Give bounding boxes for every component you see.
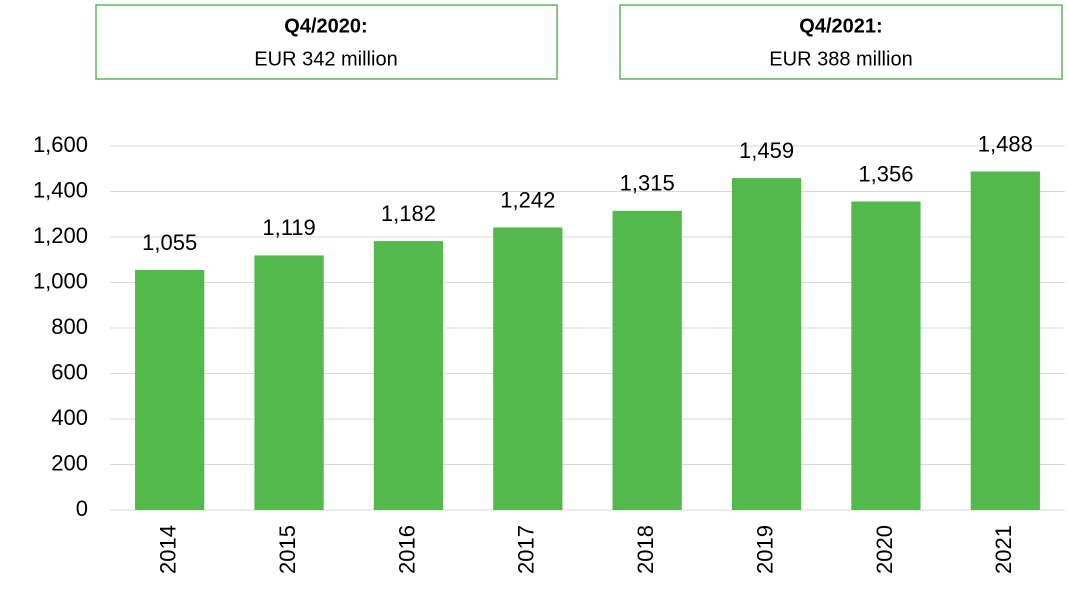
y-tick-label: 1,000 xyxy=(33,268,88,293)
annotation-text: EUR 342 million xyxy=(254,48,397,70)
x-tick-label: 2020 xyxy=(872,525,897,574)
annotation-title: Q4/2020: xyxy=(284,15,367,37)
bar xyxy=(731,178,802,510)
x-tick-label: 2015 xyxy=(275,525,300,574)
data-label: 1,055 xyxy=(142,230,197,255)
data-label: 1,488 xyxy=(978,131,1033,156)
x-tick-label: 2014 xyxy=(156,525,181,574)
y-tick-label: 600 xyxy=(51,359,88,384)
annotation-box xyxy=(95,4,558,80)
y-tick-label: 1,200 xyxy=(33,223,88,248)
y-tick-label: 1,400 xyxy=(33,177,88,202)
y-tick-label: 400 xyxy=(51,405,88,430)
annotation-box xyxy=(619,4,1063,80)
data-label: 1,356 xyxy=(858,161,913,186)
y-tick-label: 0 xyxy=(76,496,88,521)
data-label: 1,315 xyxy=(620,171,675,196)
x-tick-label: 2018 xyxy=(633,525,658,574)
data-label: 1,119 xyxy=(262,215,315,240)
y-tick-label: 200 xyxy=(51,450,88,475)
bar xyxy=(254,255,324,510)
data-label: 1,459 xyxy=(739,138,794,163)
data-label: 1,242 xyxy=(500,187,555,212)
y-tick-label: 800 xyxy=(51,314,88,339)
bar xyxy=(970,171,1040,511)
bar xyxy=(135,269,205,510)
bar xyxy=(493,227,563,510)
x-tick-label: 2017 xyxy=(514,525,539,574)
bar xyxy=(851,201,921,510)
x-tick-label: 2021 xyxy=(991,525,1016,574)
y-tick-label: 1,600 xyxy=(33,132,88,157)
data-label: 1,182 xyxy=(381,201,436,226)
x-tick-label: 2016 xyxy=(394,525,419,574)
x-tick-label: 2019 xyxy=(752,525,777,574)
bar xyxy=(612,210,682,510)
annotation-text: EUR 388 million xyxy=(769,48,912,70)
annotation-title: Q4/2021: xyxy=(799,15,882,37)
bar xyxy=(373,241,444,510)
